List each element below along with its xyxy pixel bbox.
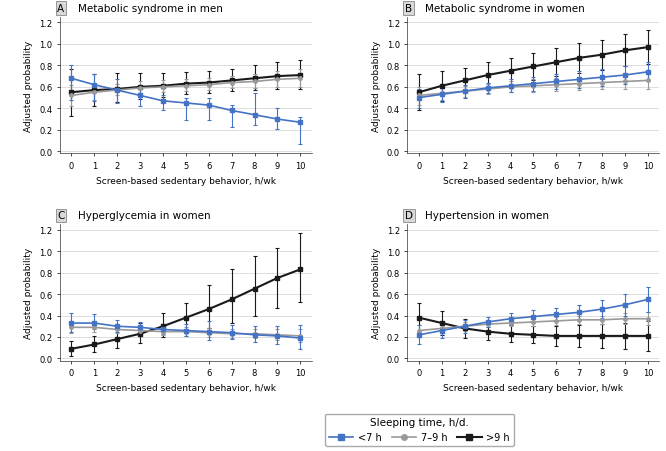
Y-axis label: Adjusted probability: Adjusted probability [25, 247, 33, 338]
Text: A: A [57, 4, 65, 14]
Text: Metabolic syndrome in men: Metabolic syndrome in men [77, 4, 222, 14]
Y-axis label: Adjusted probability: Adjusted probability [372, 247, 381, 338]
X-axis label: Screen-based sedentary behavior, h/wk: Screen-based sedentary behavior, h/wk [444, 176, 623, 185]
Text: Hyperglycemia in women: Hyperglycemia in women [77, 211, 210, 221]
X-axis label: Screen-based sedentary behavior, h/wk: Screen-based sedentary behavior, h/wk [444, 383, 623, 392]
Text: D: D [405, 211, 413, 221]
Text: C: C [57, 211, 65, 221]
Y-axis label: Adjusted probability: Adjusted probability [372, 41, 381, 132]
Text: Metabolic syndrome in women: Metabolic syndrome in women [425, 4, 585, 14]
Text: Hypertension in women: Hypertension in women [425, 211, 549, 221]
X-axis label: Screen-based sedentary behavior, h/wk: Screen-based sedentary behavior, h/wk [96, 176, 276, 185]
Legend: <7 h, 7–9 h, >9 h: <7 h, 7–9 h, >9 h [325, 414, 514, 446]
X-axis label: Screen-based sedentary behavior, h/wk: Screen-based sedentary behavior, h/wk [96, 383, 276, 392]
Text: B: B [405, 4, 412, 14]
Y-axis label: Adjusted probability: Adjusted probability [25, 41, 33, 132]
